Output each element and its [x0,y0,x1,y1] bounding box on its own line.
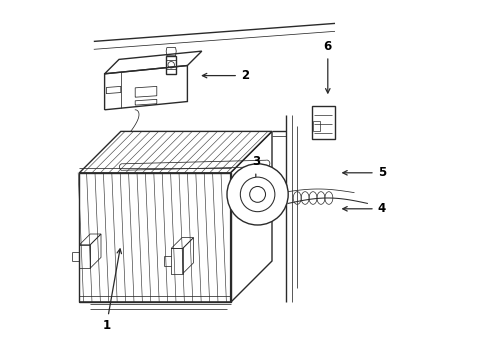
Circle shape [240,177,275,212]
Circle shape [250,186,266,202]
Circle shape [227,164,288,225]
Text: 5: 5 [343,166,386,179]
FancyBboxPatch shape [166,56,176,74]
Text: 2: 2 [202,69,249,82]
FancyBboxPatch shape [312,106,335,139]
Circle shape [168,62,174,68]
Text: 3: 3 [252,156,260,186]
Text: 4: 4 [343,202,386,215]
Text: 6: 6 [324,40,332,93]
Text: 1: 1 [102,249,122,332]
FancyBboxPatch shape [314,121,320,131]
